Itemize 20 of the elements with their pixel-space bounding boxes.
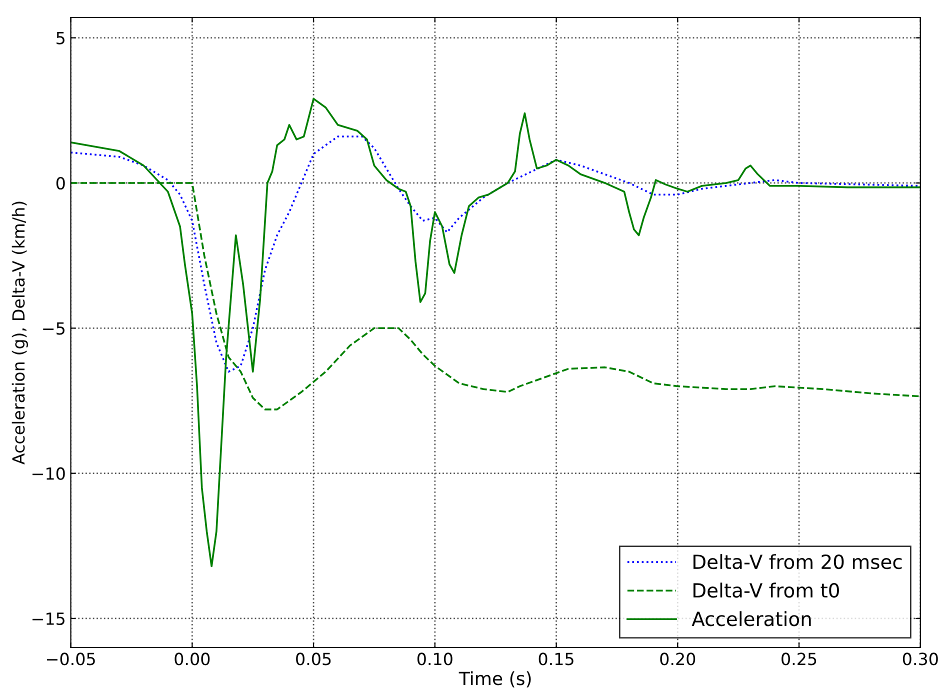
y-tick-label: −5 — [43, 322, 64, 335]
x-axis-title: Time (s) — [458, 671, 531, 688]
x-tick-label: 0.00 — [174, 652, 210, 666]
y-tick-label: 5 — [56, 32, 64, 44]
x-tick-label: 0.30 — [902, 652, 938, 666]
legend-label: Acceleration — [692, 611, 811, 626]
x-tick-label: 0.25 — [782, 652, 816, 666]
x-tick-label: 0.20 — [660, 652, 696, 666]
legend-label: Delta-V from t0 — [694, 582, 839, 598]
x-tick-label: −0.05 — [47, 652, 95, 666]
y-tick-label: 0 — [56, 176, 65, 190]
legend-label: Delta-V from 20 msec — [694, 554, 902, 570]
line-series — [70, 136, 920, 373]
x-tick-label: 0.10 — [417, 652, 452, 666]
y-tick-label: −15 — [32, 612, 64, 626]
y-axis-title: Acceleration (g), Delta-V (km/h) — [12, 202, 28, 465]
line-series — [70, 98, 920, 568]
x-tick-label: 0.15 — [538, 652, 574, 666]
x-tick-label: 0.05 — [296, 652, 331, 666]
y-tick-label: −10 — [32, 467, 65, 480]
